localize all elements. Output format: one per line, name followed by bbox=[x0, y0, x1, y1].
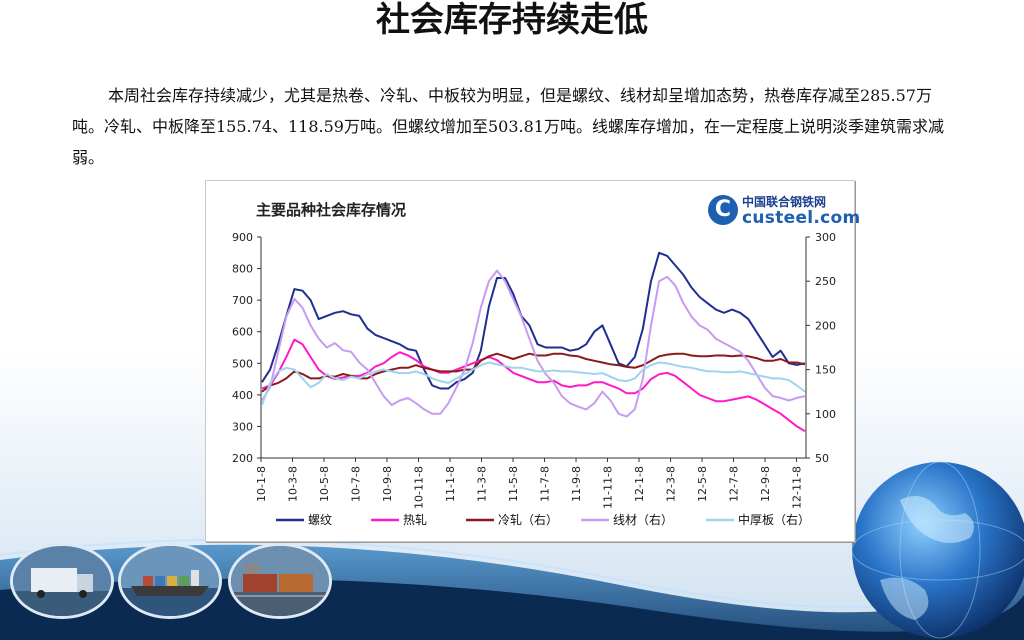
x-tick-label: 12-1-8 bbox=[633, 466, 646, 502]
y-left-tick-label: 200 bbox=[232, 452, 253, 465]
axes-layer: 200 300 400 500 600 700 800 900 50 100 150 200 250 30… bbox=[232, 231, 836, 509]
train-photo bbox=[228, 543, 332, 619]
x-tick-label: 12-9-8 bbox=[759, 466, 772, 502]
inventory-line-chart: 主要品种社会库存情况 200 300 400 500 600 700 800 900 50 100… bbox=[232, 201, 836, 527]
series-line-热轧 bbox=[261, 338, 806, 433]
series-line-线材 bbox=[261, 269, 806, 418]
x-tick-label: 11-7-8 bbox=[539, 466, 552, 502]
y-right-tick-label: 250 bbox=[815, 275, 836, 288]
x-tick-label: 10-9-8 bbox=[381, 466, 394, 502]
y-left-tick-label: 600 bbox=[232, 326, 253, 339]
y-right-tick-label: 200 bbox=[815, 319, 836, 332]
y-left-tick-label: 300 bbox=[232, 420, 253, 433]
y-left-tick-label: 900 bbox=[232, 231, 253, 244]
legend-label-线材: 线材（右） bbox=[613, 512, 673, 527]
series-layer bbox=[261, 251, 806, 433]
x-tick-label: 11-5-8 bbox=[507, 466, 520, 502]
x-tick-label: 10-11-8 bbox=[413, 466, 426, 509]
custeel-logo-en: custeel.com bbox=[742, 208, 861, 228]
x-tick-label: 11-9-8 bbox=[570, 466, 583, 502]
series-line-中厚板 bbox=[261, 361, 806, 406]
legend-label-热轧: 热轧 bbox=[403, 513, 427, 527]
slide-title: 社会库存持续走低 bbox=[376, 0, 648, 40]
custeel-logo-cn: 中国联合钢铁网 bbox=[742, 195, 827, 209]
legend-label-螺纹: 螺纹 bbox=[308, 513, 332, 527]
chart-panel: 主要品种社会库存情况 200 300 400 500 600 700 800 900 50 100… bbox=[205, 180, 860, 542]
x-tick-label: 11-11-8 bbox=[602, 466, 615, 509]
legend-label-中厚板: 中厚板（右） bbox=[738, 512, 810, 527]
x-tick-label: 10-3-8 bbox=[287, 466, 300, 502]
y-left-tick-label: 800 bbox=[232, 263, 253, 276]
legend-label-冷轧: 冷轧（右） bbox=[498, 512, 558, 527]
custeel-logo: C 中国联合钢铁网 custeel.com bbox=[708, 191, 860, 231]
chart-title: 主要品种社会库存情况 bbox=[256, 201, 406, 219]
series-line-螺纹 bbox=[261, 251, 806, 390]
x-tick-label: 10-7-8 bbox=[350, 466, 363, 502]
x-tick-label: 11-3-8 bbox=[476, 466, 489, 502]
y-left-tick-label: 400 bbox=[232, 389, 253, 402]
y-right-tick-label: 300 bbox=[815, 231, 836, 244]
y-right-tick-label: 50 bbox=[815, 452, 829, 465]
x-tick-label: 10-1-8 bbox=[255, 466, 268, 502]
y-left-tick-label: 700 bbox=[232, 294, 253, 307]
x-tick-label: 11-1-8 bbox=[444, 466, 457, 502]
y-right-tick-label: 150 bbox=[815, 364, 836, 377]
chart-legend: 螺纹 热轧 冷轧（右） 线材（右） 中厚板（右） bbox=[276, 512, 810, 527]
truck-photo bbox=[10, 543, 114, 619]
y-right-tick-label: 100 bbox=[815, 408, 836, 421]
ship-photo bbox=[118, 543, 222, 619]
y-left-tick-label: 500 bbox=[232, 357, 253, 370]
slide-body-text: 本周社会库存持续减少，尤其是热卷、冷轧、中板较为明显，但是螺纹、线材却呈增加态势… bbox=[72, 86, 944, 167]
x-tick-label: 12-11-8 bbox=[791, 466, 804, 509]
globe-icon bbox=[852, 462, 1024, 638]
custeel-logo-mark: C bbox=[708, 195, 738, 225]
x-tick-label: 12-5-8 bbox=[696, 466, 709, 502]
x-tick-label: 12-7-8 bbox=[728, 466, 741, 502]
x-tick-label: 10-5-8 bbox=[318, 466, 331, 502]
x-tick-label: 12-3-8 bbox=[665, 466, 678, 502]
